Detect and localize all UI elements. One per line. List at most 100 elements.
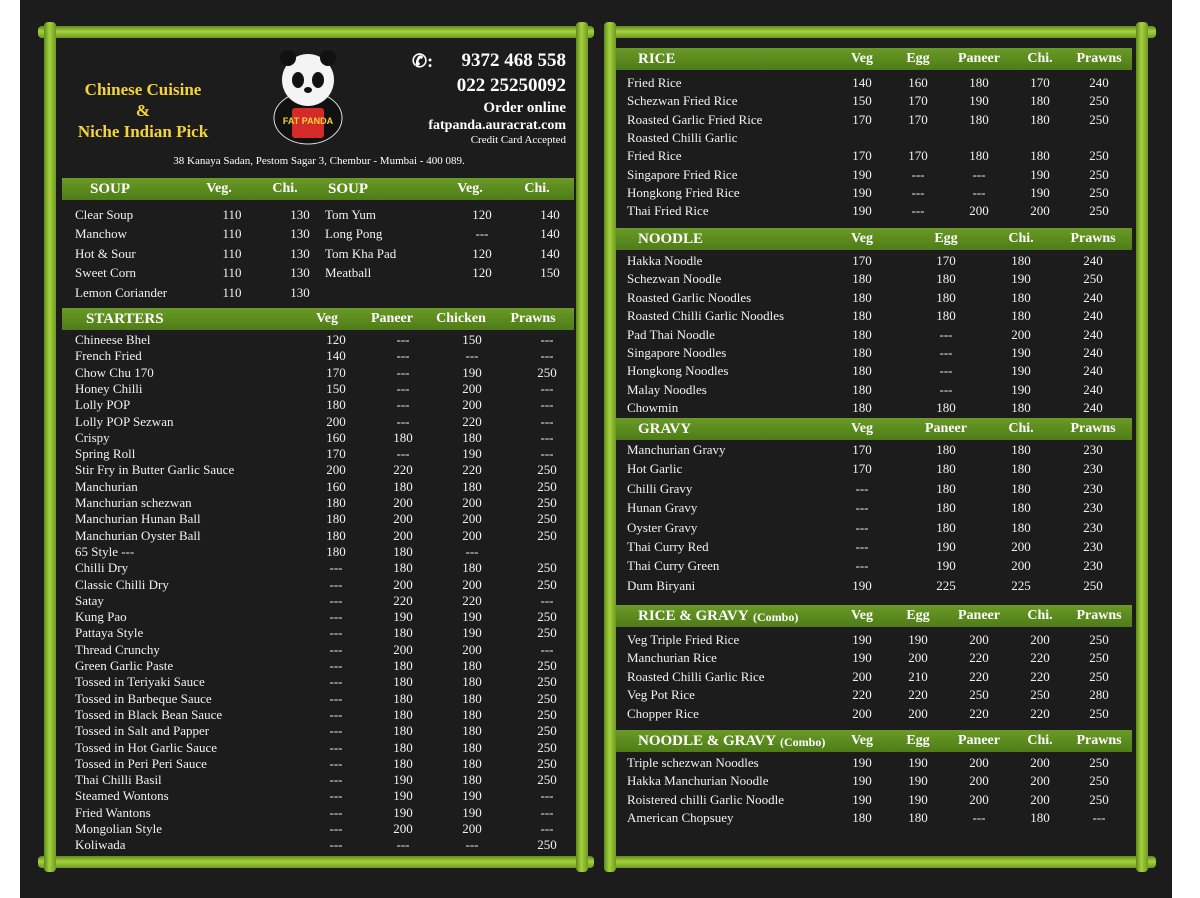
- website: fatpanda.auracrat.com: [428, 118, 566, 133]
- item-name: Roasted Chilli Garlic: [627, 129, 738, 145]
- item-name: Singapore Fried Rice: [627, 166, 738, 182]
- item-name: Spring Roll: [75, 446, 136, 462]
- item-price: 180: [936, 480, 956, 496]
- item-price: ---: [329, 723, 343, 739]
- item-name: Manchurian: [75, 478, 138, 494]
- item-price: 190: [852, 755, 872, 770]
- item-price: 190: [936, 558, 956, 574]
- item-price: ---: [540, 641, 554, 657]
- item-price: 180: [393, 625, 413, 641]
- section-header: [616, 605, 1132, 627]
- item-price: ---: [329, 755, 343, 771]
- item-price: 190: [462, 446, 482, 462]
- column-header: Chi.: [1008, 231, 1034, 246]
- item-name: Chilli Gravy: [627, 480, 693, 496]
- column-header: Veg: [850, 608, 874, 623]
- item-price: 190: [1011, 381, 1031, 397]
- item-price: 200: [462, 511, 482, 527]
- item-price: ---: [911, 184, 925, 200]
- item-price: 250: [537, 495, 557, 510]
- item-price: ---: [855, 519, 869, 535]
- item-price: 250: [1089, 93, 1109, 109]
- item-price: 180: [936, 461, 956, 477]
- item-price: 250: [537, 511, 557, 527]
- phone: 022 25250092: [456, 75, 566, 96]
- tagline: Chinese Cuisine: [84, 80, 202, 99]
- item-name: Chilli Dry: [75, 560, 129, 576]
- item-price: 180: [852, 326, 872, 342]
- item-price: ---: [396, 364, 410, 380]
- item-price: ---: [540, 413, 554, 429]
- item-price: ---: [329, 739, 343, 755]
- item-name: Thai Chilli Basil: [75, 772, 162, 788]
- item-price: 250: [1089, 632, 1109, 647]
- item-price: ---: [855, 480, 869, 496]
- item-price: ---: [540, 788, 554, 804]
- logo-text: FAT PANDA: [283, 116, 334, 126]
- item-price: 200: [326, 413, 346, 429]
- item-price: 230: [1083, 519, 1103, 535]
- item-name: Hunan Gravy: [627, 500, 698, 516]
- item-price: 180: [462, 706, 482, 722]
- column-header: Egg: [906, 51, 930, 66]
- item-name: Tom Yum: [325, 207, 376, 222]
- item-price: 200: [462, 380, 482, 396]
- item-price: 250: [1089, 166, 1109, 182]
- item-price: 190: [393, 609, 413, 625]
- item-name: Tossed in Hot Garlic Sauce: [75, 739, 218, 755]
- item-price: 170: [326, 446, 346, 462]
- item-price: 190: [1011, 345, 1031, 360]
- item-price: 250: [1089, 203, 1109, 219]
- item-price: ---: [396, 413, 410, 429]
- item-price: 180: [326, 543, 346, 559]
- item-price: 250: [537, 723, 557, 739]
- item-price: 180: [393, 706, 413, 722]
- item-price: 180: [1011, 442, 1031, 457]
- item-price: 220: [1030, 668, 1050, 684]
- item-price: ---: [465, 348, 479, 364]
- item-name: Schezwan Noodle: [627, 271, 722, 287]
- item-price: 190: [852, 632, 872, 647]
- item-price: 250: [537, 576, 557, 592]
- item-name: Classic Chilli Dry: [75, 576, 169, 592]
- item-name: Chowmin: [627, 400, 679, 416]
- item-price: 170: [908, 93, 928, 109]
- item-price: 200: [462, 641, 482, 657]
- item-price: 190: [852, 203, 872, 219]
- item-name: American Chopsuey: [627, 810, 734, 826]
- item-price: 150: [462, 332, 482, 347]
- item-price: 200: [1030, 203, 1050, 219]
- column-header: Chi.: [1027, 733, 1053, 748]
- section-header: [616, 228, 1132, 250]
- bamboo: [44, 22, 56, 872]
- item-price: 250: [1089, 755, 1109, 770]
- order-online: Order online: [483, 100, 566, 116]
- item-price: ---: [396, 837, 410, 853]
- item-price: ---: [972, 184, 986, 200]
- item-price: 130: [290, 226, 310, 242]
- item-price: 240: [1083, 345, 1103, 360]
- item-price: 170: [908, 148, 928, 164]
- item-price: 220: [393, 592, 413, 608]
- item-price: 250: [537, 527, 557, 543]
- column-header: Chi.: [1027, 608, 1053, 623]
- item-price: 220: [969, 650, 989, 666]
- item-name: French Fried: [75, 348, 142, 364]
- item-name: Satay: [75, 592, 104, 608]
- item-price: ---: [540, 804, 554, 820]
- item-price: ---: [329, 804, 343, 820]
- item-name: Manchurian Hunan Ball: [75, 511, 201, 527]
- item-price: 180: [393, 543, 413, 559]
- item-price: 240: [1083, 253, 1103, 268]
- item-price: 120: [472, 245, 492, 261]
- section-title: SOUP: [328, 181, 369, 197]
- section-title: NOODLE & GRAVY: [638, 733, 777, 749]
- item-price: 230: [1083, 461, 1103, 477]
- item-price: ---: [540, 348, 554, 364]
- column-header: Prawns: [510, 311, 556, 326]
- item-name: Hot & Sour: [75, 245, 136, 261]
- column-header: Paneer: [958, 733, 1000, 748]
- item-price: 130: [290, 284, 310, 300]
- item-price: 180: [1030, 93, 1050, 109]
- item-name: Manchurian Gravy: [627, 442, 726, 457]
